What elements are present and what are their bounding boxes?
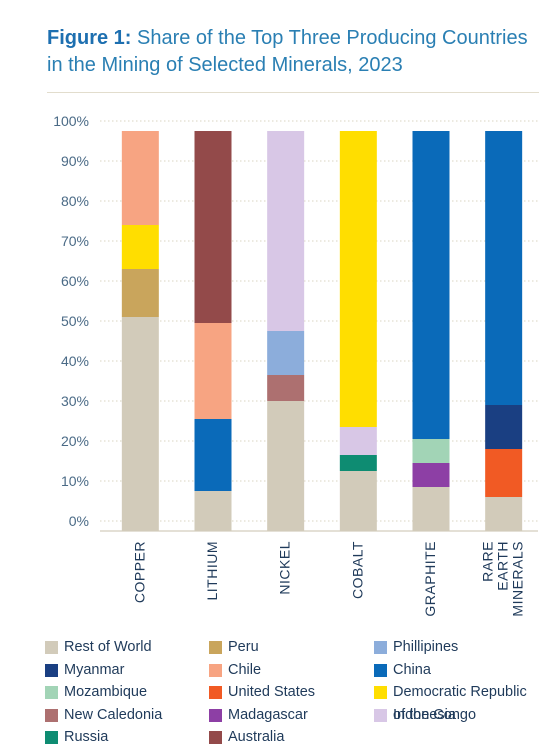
legend-swatch [45, 641, 58, 654]
bar-segment-copper-chile [121, 131, 159, 225]
bar-segment-lithium-australia [194, 131, 232, 323]
bar-segment-cobalt-russia [339, 455, 377, 471]
legend-label: Myanmar [64, 661, 125, 678]
legend-label: China [393, 661, 431, 678]
y-tick-label: 90% [61, 153, 89, 169]
bar-segment-cobalt-democratic-republic-of-the-congo [339, 131, 377, 427]
legend-label: Peru [228, 639, 259, 655]
legend-label: New Caledonia [64, 706, 163, 723]
legend-swatch [374, 686, 387, 699]
y-tick-label: 30% [61, 393, 89, 409]
category-label-nickel: NICKEL [277, 541, 293, 595]
legend-swatch [209, 663, 222, 677]
legend-label: of the Congo [393, 706, 477, 723]
category-label-rare-earth-minerals: EARTH [495, 541, 511, 591]
legend-label: Chile [228, 661, 262, 678]
y-tick-label: 10% [61, 473, 89, 489]
y-tick-label: 0% [69, 513, 89, 529]
category-label-rare-earth-minerals: MINERALS [510, 541, 526, 617]
y-tick-label: 60% [61, 273, 89, 289]
bar-segment-nickel-new-caledonia [267, 375, 305, 401]
legend-label: Phillipines [393, 639, 459, 655]
legend-swatch [45, 686, 58, 699]
bar-segment-lithium-china [194, 419, 232, 491]
legend-swatch [209, 641, 222, 654]
bar-segment-copper-rest-of-world [121, 317, 159, 531]
chart-title: Figure 1: Share of the Top Three Produci… [47, 25, 542, 79]
legend-label: Australia [228, 729, 285, 745]
title-line-1: Share of the Top Three Producing Countri… [131, 27, 528, 49]
bar-segment-nickel-phillipines [267, 331, 305, 375]
y-tick-label: 70% [61, 233, 89, 249]
bar-segment-rare-earth-minerals-united-states [485, 449, 523, 497]
bar-segment-cobalt-indonesia [339, 427, 377, 455]
y-tick-label: 80% [61, 193, 89, 209]
stacked-bar-chart: 0% 10% 20% 30% 40% 50% 60% 70% 80% 90% 100% COPPER L… [53, 113, 538, 617]
y-tick-label: 100% [53, 113, 89, 129]
category-label-cobalt: COBALT [349, 541, 365, 599]
category-label-graphite: GRAPHITE [422, 541, 438, 617]
legend-label: Rest of World [64, 639, 152, 655]
figure-number: Figure 1: [47, 27, 132, 49]
y-tick-label: 20% [61, 433, 89, 449]
category-label-copper: COPPER [131, 541, 147, 603]
y-tick-label: 50% [61, 313, 89, 329]
category-label-lithium: LITHIUM [204, 541, 220, 601]
legend-swatch [209, 708, 222, 722]
bar-segment-lithium-rest-of-world [194, 491, 232, 531]
bar-segment-copper-democratic-republic-of-the-congo [121, 225, 159, 269]
legend-swatch [374, 641, 387, 654]
bar-segment-copper-peru [121, 269, 159, 317]
legend-swatch [209, 686, 222, 699]
bar-segment-nickel-rest-of-world [267, 401, 305, 531]
title-line-2: in the Mining of Selected Minerals, 2023 [47, 54, 403, 76]
bar-segment-cobalt-rest-of-world [339, 471, 377, 531]
legend-swatch [45, 731, 58, 744]
bar-segment-graphite-mozambique [412, 439, 450, 463]
category-label-rare-earth-minerals: RARE [480, 541, 496, 582]
legend-swatch [209, 731, 222, 744]
bar-segment-lithium-chile [194, 323, 232, 419]
legend-swatch [45, 708, 58, 722]
legend-label: Madagascar [228, 706, 308, 723]
legend-label: Russia [64, 729, 109, 745]
bar-segment-rare-earth-minerals-china [485, 131, 523, 405]
legend-label: United States [228, 684, 316, 700]
title-divider [47, 92, 539, 93]
legend-swatch [374, 708, 387, 722]
bar-segment-graphite-rest-of-world [412, 487, 450, 531]
legend-label: Mozambique [64, 684, 148, 700]
y-tick-label: 40% [61, 353, 89, 369]
bar-segment-graphite-madagascar [412, 463, 450, 487]
bar-segment-rare-earth-minerals-myanmar [485, 405, 523, 449]
bar-segment-graphite-china [412, 131, 450, 439]
legend-label: Indonesia [393, 706, 456, 723]
legend-swatch [45, 663, 58, 677]
legend-swatch [374, 663, 387, 677]
legend-label: Democratic Republic [393, 684, 527, 700]
bar-segment-nickel-indonesia [267, 131, 305, 331]
bar-segment-rare-earth-minerals-rest-of-world [485, 497, 523, 531]
